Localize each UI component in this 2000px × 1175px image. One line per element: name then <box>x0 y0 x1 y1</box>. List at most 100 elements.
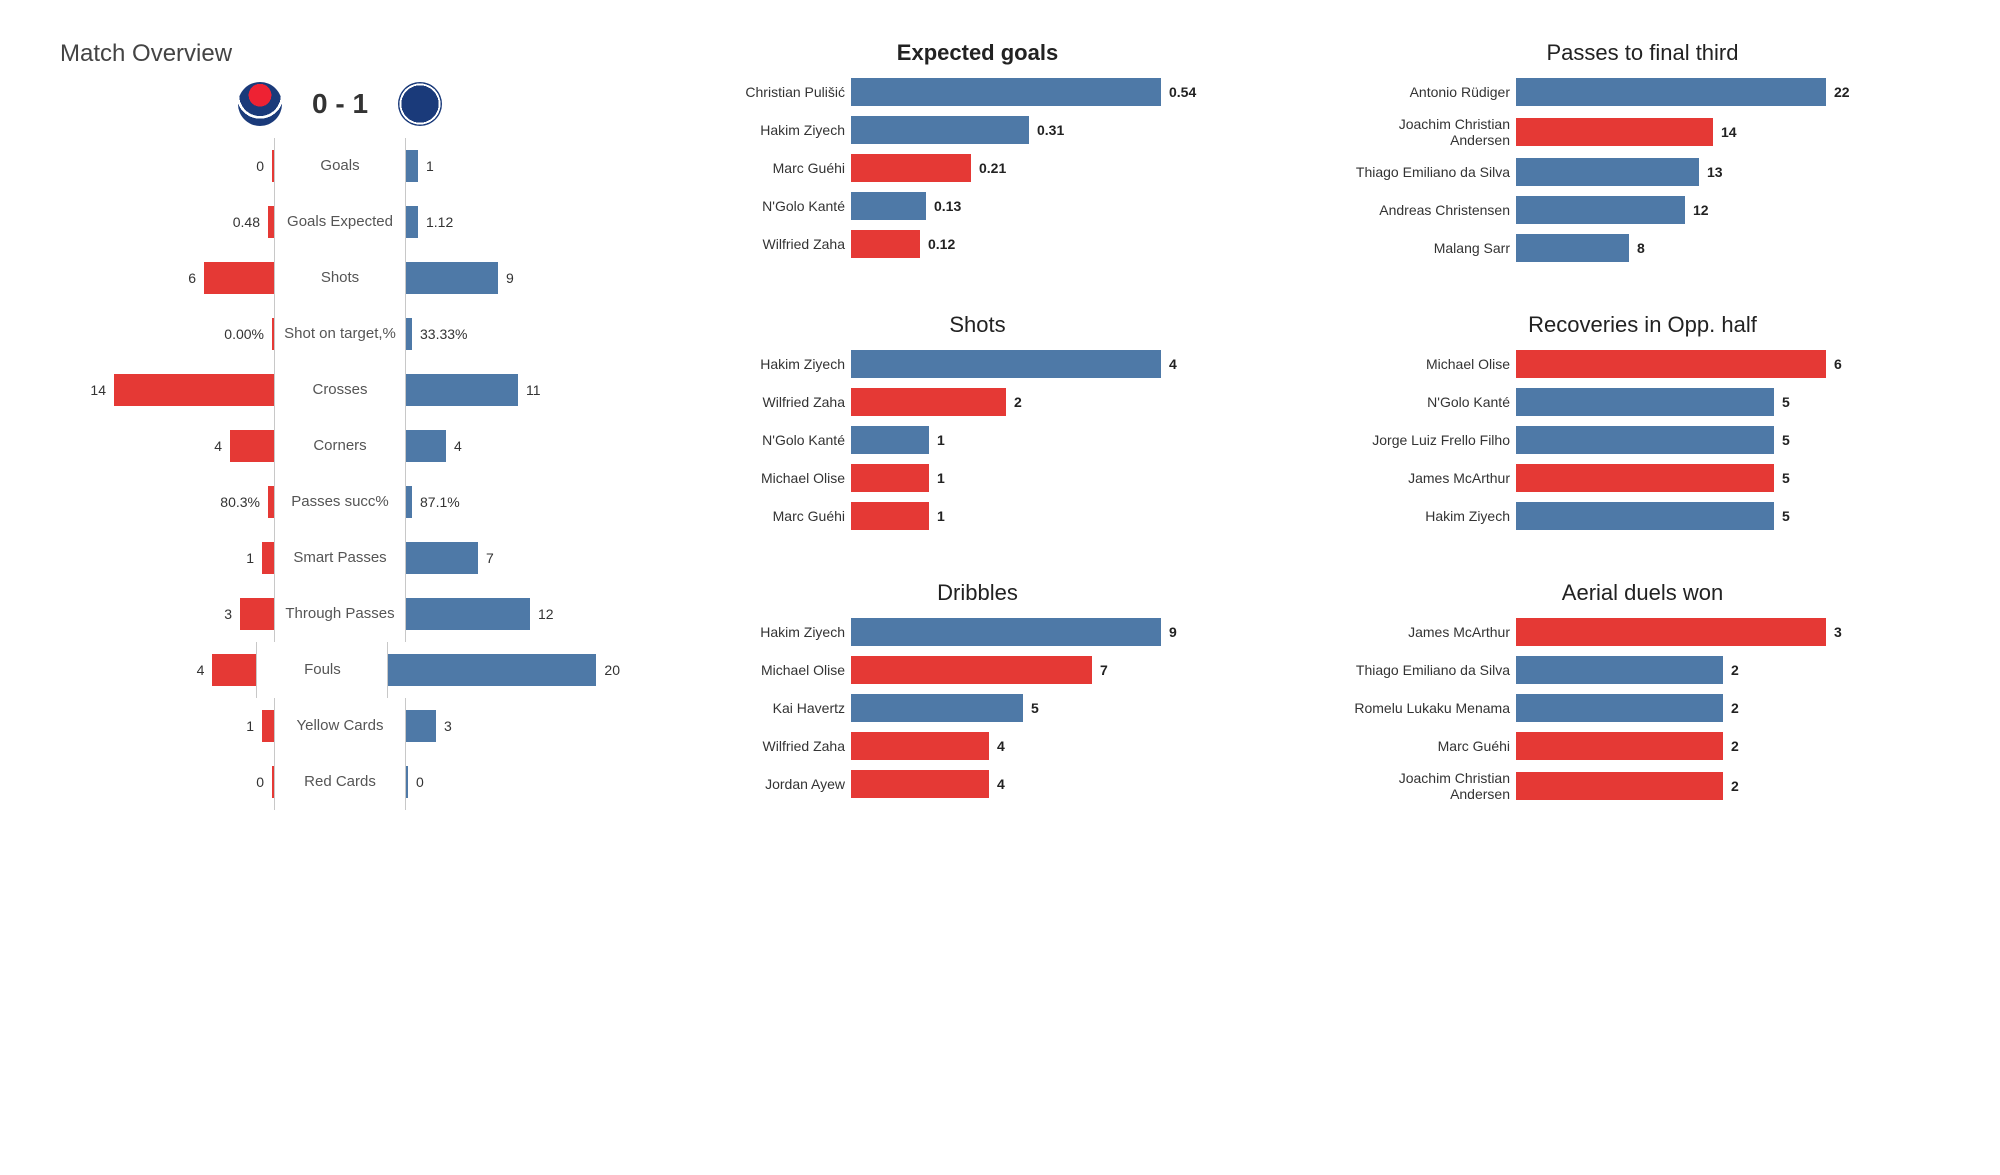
chart-value: 1 <box>937 470 945 486</box>
overview-left-bar <box>268 206 274 238</box>
chart-value: 2 <box>1731 662 1739 678</box>
overview-right-value: 11 <box>526 382 541 398</box>
overview-left-value: 14 <box>90 382 106 398</box>
chart-bar-wrap: 4 <box>851 770 1275 798</box>
chart-bar <box>1516 618 1826 646</box>
overview-left-value: 4 <box>214 438 222 454</box>
chart-row: James McArthur 5 <box>1345 464 1940 492</box>
chart-bar-wrap: 5 <box>1516 502 1940 530</box>
chart-value: 3 <box>1834 624 1842 640</box>
chart-title: Shots <box>680 312 1275 338</box>
overview-right-value: 3 <box>444 718 452 734</box>
overview-stat-label: Fouls <box>257 661 387 678</box>
overview-right-bar <box>406 206 418 238</box>
overview-stat-label: Shot on target,% <box>275 325 405 342</box>
chart-row: James McArthur3 <box>1345 618 1940 646</box>
overview-left-value: 6 <box>188 270 196 286</box>
chart-player-name: Michael Olise <box>680 470 845 486</box>
overview-stat-label: Crosses <box>275 381 405 398</box>
overview-right-cell: 0 <box>405 754 620 810</box>
overview-right-cell: 3 <box>405 698 620 754</box>
chart-bar-wrap: 2 <box>851 388 1275 416</box>
chart-player-name: Hakim Ziyech <box>680 122 845 138</box>
chart-row: Thiago Emiliano da Silva13 <box>1345 158 1940 186</box>
overview-right-bar <box>406 150 418 182</box>
chart-value: 1 <box>937 508 945 524</box>
overview-stat-label: Passes succ% <box>275 493 405 510</box>
chart-row: N'Golo Kanté5 <box>1345 388 1940 416</box>
chart-bar <box>1516 656 1723 684</box>
overview-row: 0.48Goals Expected1.12 <box>60 194 620 250</box>
chart-player-name: Hakim Ziyech <box>680 624 845 640</box>
overview-left-bar <box>204 262 274 294</box>
chart-title: Dribbles <box>680 580 1275 606</box>
chart-player-name: Wilfried Zaha <box>680 236 845 252</box>
overview-right-bar <box>406 374 518 406</box>
chart-value: 13 <box>1707 164 1723 180</box>
chart-value: 5 <box>1782 394 1790 410</box>
chart-value: 0.54 <box>1169 84 1196 100</box>
chart-row: Hakim Ziyech 4 <box>680 350 1275 378</box>
overview-stat-label: Goals <box>275 157 405 174</box>
chart-player-name: Marc Guéhi <box>680 160 845 176</box>
chart-value: 1 <box>937 432 945 448</box>
chart-value: 5 <box>1782 470 1790 486</box>
chart-player-name: Kai Havertz <box>680 700 845 716</box>
overview-left-cell: 14 <box>60 362 275 418</box>
chart-bar-wrap: 0.12 <box>851 230 1275 258</box>
chart-bar <box>1516 196 1685 224</box>
chart-player-name: Malang Sarr <box>1345 240 1510 256</box>
overview-left-cell: 4 <box>60 418 275 474</box>
chart-player-name: Romelu Lukaku Menama <box>1345 700 1510 716</box>
chart-row: Wilfried Zaha2 <box>680 388 1275 416</box>
chart-panel: ShotsHakim Ziyech4Wilfried Zaha2N'Golo K… <box>680 312 1275 540</box>
chart-row: Wilfried Zaha 0.12 <box>680 230 1275 258</box>
chart-row: Kai Havertz 5 <box>680 694 1275 722</box>
chart-player-name: Marc Guéhi <box>680 508 845 524</box>
overview-left-cell: 0 <box>60 138 275 194</box>
chart-bar-wrap: 8 <box>1516 234 1940 262</box>
chart-bar-wrap: 0.21 <box>851 154 1275 182</box>
chart-row: Malang Sarr 8 <box>1345 234 1940 262</box>
overview-row: 0Goals1 <box>60 138 620 194</box>
chart-bar-wrap: 5 <box>1516 388 1940 416</box>
chart-value: 5 <box>1782 508 1790 524</box>
chart-bar-wrap: 22 <box>1516 78 1940 106</box>
chart-value: 5 <box>1031 700 1039 716</box>
overview-row: 6Shots9 <box>60 250 620 306</box>
overview-right-value: 0 <box>416 774 424 790</box>
overview-right-bar <box>406 710 436 742</box>
chart-value: 4 <box>1169 356 1177 372</box>
chart-title: Recoveries in Opp. half <box>1345 312 1940 338</box>
chart-player-name: Jorge Luiz Frello Filho <box>1345 432 1510 448</box>
overview-left-value: 0 <box>256 158 264 174</box>
overview-right-bar <box>406 318 412 350</box>
chart-bar-wrap: 2 <box>1516 772 1940 800</box>
overview-left-cell: 80.3% <box>60 474 275 530</box>
overview-left-cell: 1 <box>60 530 275 586</box>
overview-stat-label: Yellow Cards <box>275 717 405 734</box>
chart-player-name: Wilfried Zaha <box>680 738 845 754</box>
overview-left-cell: 4 <box>60 642 257 698</box>
overview-right-bar <box>406 766 408 798</box>
chart-value: 0.13 <box>934 198 961 214</box>
chart-row: Joachim Christian Andersen14 <box>1345 116 1940 148</box>
chart-panel: Recoveries in Opp. halfMichael Olise6N'G… <box>1345 312 1940 540</box>
overview-right-value: 33.33% <box>420 326 467 342</box>
overview-right-value: 1.12 <box>426 214 453 230</box>
chart-player-name: Antonio Rüdiger <box>1345 84 1510 100</box>
overview-left-value: 0.48 <box>233 214 260 230</box>
chart-bar-wrap: 1 <box>851 464 1275 492</box>
chart-bar-wrap: 0.13 <box>851 192 1275 220</box>
chart-bar-wrap: 5 <box>851 694 1275 722</box>
chart-player-name: Hakim Ziyech <box>680 356 845 372</box>
overview-stat-label: Smart Passes <box>275 549 405 566</box>
chart-row: Jordan Ayew4 <box>680 770 1275 798</box>
chart-value: 14 <box>1721 124 1737 140</box>
chart-row: N'Golo Kanté0.13 <box>680 192 1275 220</box>
chart-bar-wrap: 12 <box>1516 196 1940 224</box>
chart-player-name: Joachim Christian Andersen <box>1345 770 1510 802</box>
overview-left-bar <box>262 542 274 574</box>
chart-player-name: James McArthur <box>1345 470 1510 486</box>
chart-value: 7 <box>1100 662 1108 678</box>
